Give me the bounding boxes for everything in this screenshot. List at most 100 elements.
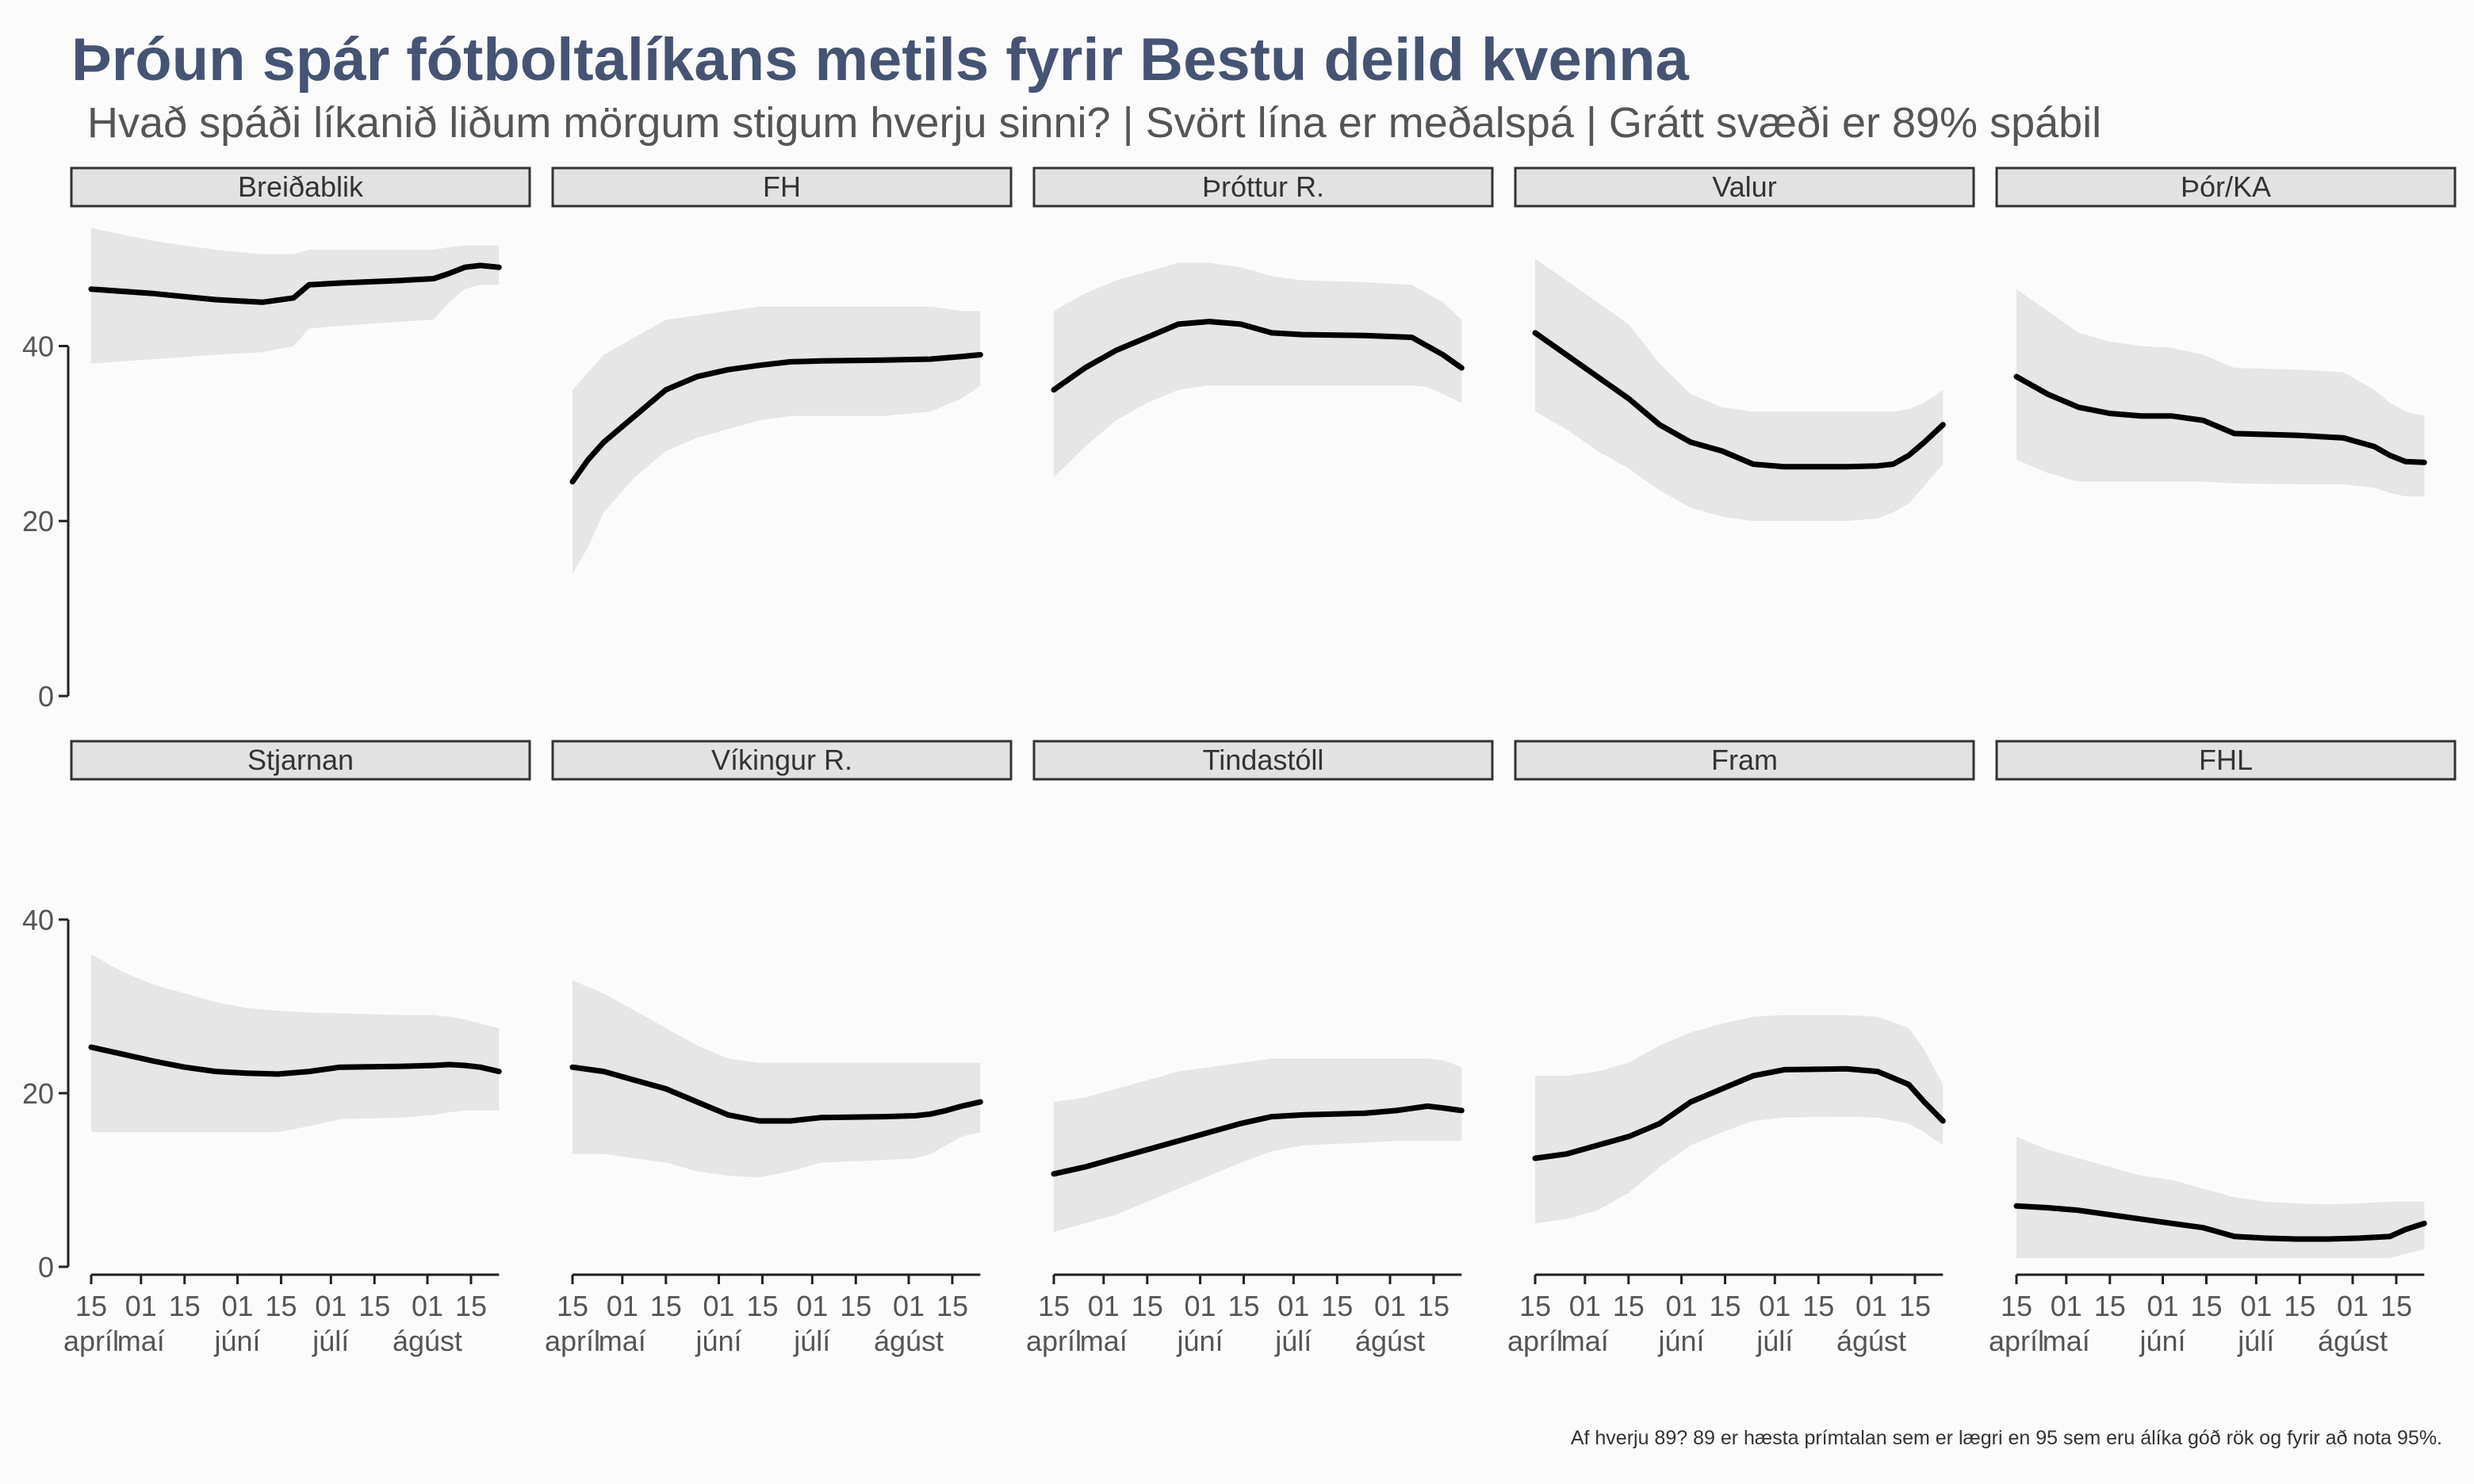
prediction-interval-band (2016, 289, 2425, 497)
facet-strip-label: Þróttur R. (1202, 170, 1324, 203)
x-tick-label: 15 (169, 1290, 201, 1322)
facet-panel: FH (551, 166, 1013, 574)
x-tick-label: 15 (1132, 1290, 1163, 1322)
x-month-label: ágúst (1836, 1325, 1906, 1357)
x-tick-label: 01 (1856, 1290, 1887, 1322)
mean-prediction-line (569, 352, 983, 485)
facet-strip (551, 166, 1013, 208)
x-month-label: júlí (1274, 1325, 1312, 1357)
x-month-label: maí (599, 1325, 646, 1357)
x-month-label: apríl (1026, 1325, 1082, 1357)
x-month-label: ágúst (2318, 1325, 2388, 1357)
x-tick-label: 01 (796, 1290, 828, 1322)
x-tick-label: 15 (2094, 1290, 2126, 1322)
x-tick-label: 15 (936, 1290, 968, 1322)
x-tick-label: 15 (1519, 1290, 1551, 1322)
x-tick-label: 15 (358, 1290, 390, 1322)
x-tick-label: 15 (1418, 1290, 1450, 1322)
mean-prediction-line (88, 1044, 502, 1077)
y-tick-label: 0 (38, 1251, 54, 1283)
mean-prediction-line (1051, 319, 1465, 393)
x-tick-label: 01 (2147, 1290, 2178, 1322)
facet-panel: Þór/KA (1995, 166, 2457, 497)
facet-strip-label: Stjarnan (247, 744, 354, 776)
prediction-interval-band (573, 306, 981, 574)
x-month-label: júlí (1756, 1325, 1793, 1357)
x-tick-label: 15 (2001, 1290, 2032, 1322)
x-tick-label: 15 (1321, 1290, 1353, 1322)
mean-prediction-line (1051, 1103, 1465, 1177)
x-tick-label: 15 (557, 1290, 588, 1322)
facet-strip (1995, 740, 2457, 781)
facet-panel: Stjarnan (70, 740, 531, 1133)
facet-panel: Víkingur R. (551, 740, 1013, 1178)
x-tick-label: 01 (315, 1290, 347, 1322)
y-tick-label: 40 (22, 330, 54, 362)
prediction-interval-band (2016, 1136, 2425, 1258)
x-tick-label: 15 (2380, 1290, 2412, 1322)
mean-prediction-line (569, 1064, 983, 1124)
x-tick-label: 15 (840, 1290, 871, 1322)
x-month-label: maí (1561, 1325, 1609, 1357)
x-month-label: apríl (1989, 1325, 2044, 1357)
y-tick-label: 20 (22, 1077, 54, 1110)
prediction-interval-band (1054, 262, 1462, 478)
prediction-interval-band (91, 954, 500, 1133)
facet-strip-label: Þór/KA (2181, 170, 2271, 203)
prediction-interval-band (1535, 1015, 1944, 1224)
x-month-label: júní (213, 1325, 260, 1357)
x-tick-label: 01 (2337, 1290, 2369, 1322)
x-month-label: maí (1080, 1325, 1128, 1357)
x-tick-label: 15 (746, 1290, 778, 1322)
y-tick-label: 20 (22, 505, 54, 537)
facet-strip (70, 740, 531, 781)
x-tick-label: 01 (2051, 1290, 2082, 1322)
mean-prediction-line (1532, 1065, 1946, 1161)
facet-strip (1995, 166, 2457, 208)
facet-strip (1032, 740, 1494, 781)
x-tick-label: 01 (607, 1290, 638, 1322)
x-tick-label: 01 (1569, 1290, 1601, 1322)
chart-title: Þróun spár fótboltalíkans metils fyrir B… (71, 26, 1689, 94)
x-tick-label: 15 (1613, 1290, 1645, 1322)
facet-panel: Tindastóll (1032, 740, 1494, 1233)
facet-strip (1514, 740, 1975, 781)
facet-panel: Breiðablik (70, 166, 531, 364)
facet-strip-label: Tindastóll (1203, 744, 1324, 776)
facet-strip (1032, 166, 1494, 208)
facet-strip-label: Víkingur R. (711, 744, 852, 776)
x-month-label: júlí (312, 1325, 349, 1357)
x-tick-label: 15 (1038, 1290, 1070, 1322)
x-tick-label: 15 (1802, 1290, 1834, 1322)
facet-strip (70, 166, 531, 208)
x-month-label: ágúst (393, 1325, 462, 1357)
x-tick-label: 15 (1709, 1290, 1741, 1322)
x-tick-label: 01 (1088, 1290, 1120, 1322)
x-month-label: júní (695, 1325, 741, 1357)
mean-prediction-line (2013, 373, 2427, 465)
mean-prediction-line (1532, 330, 1946, 470)
x-tick-label: 15 (75, 1290, 107, 1322)
facet-panel: FHL (1995, 740, 2457, 1258)
x-tick-label: 01 (893, 1290, 925, 1322)
facet-panel: Þróttur R. (1032, 166, 1494, 478)
chart-subtitle: Hvað spáði líkanið liðum mörgum stigum h… (87, 99, 2102, 147)
x-month-label: júní (1657, 1325, 1704, 1357)
x-month-label: ágúst (874, 1325, 944, 1357)
x-tick-label: 01 (1374, 1290, 1406, 1322)
x-month-label: júní (1176, 1325, 1223, 1357)
prediction-interval-band (1535, 258, 1944, 522)
x-month-label: apríl (1507, 1325, 1563, 1357)
facet-panel: Valur (1514, 166, 1975, 522)
x-month-label: maí (117, 1325, 165, 1357)
x-tick-label: 01 (1665, 1290, 1697, 1322)
facet-strip-label: Breiðablik (238, 170, 364, 203)
mean-prediction-line (2013, 1203, 2427, 1242)
x-tick-label: 01 (412, 1290, 443, 1322)
x-month-label: apríl (545, 1325, 600, 1357)
x-tick-label: 15 (455, 1290, 487, 1322)
y-tick-label: 0 (38, 680, 54, 713)
x-month-label: apríl (63, 1325, 119, 1357)
x-month-label: ágúst (1355, 1325, 1425, 1357)
